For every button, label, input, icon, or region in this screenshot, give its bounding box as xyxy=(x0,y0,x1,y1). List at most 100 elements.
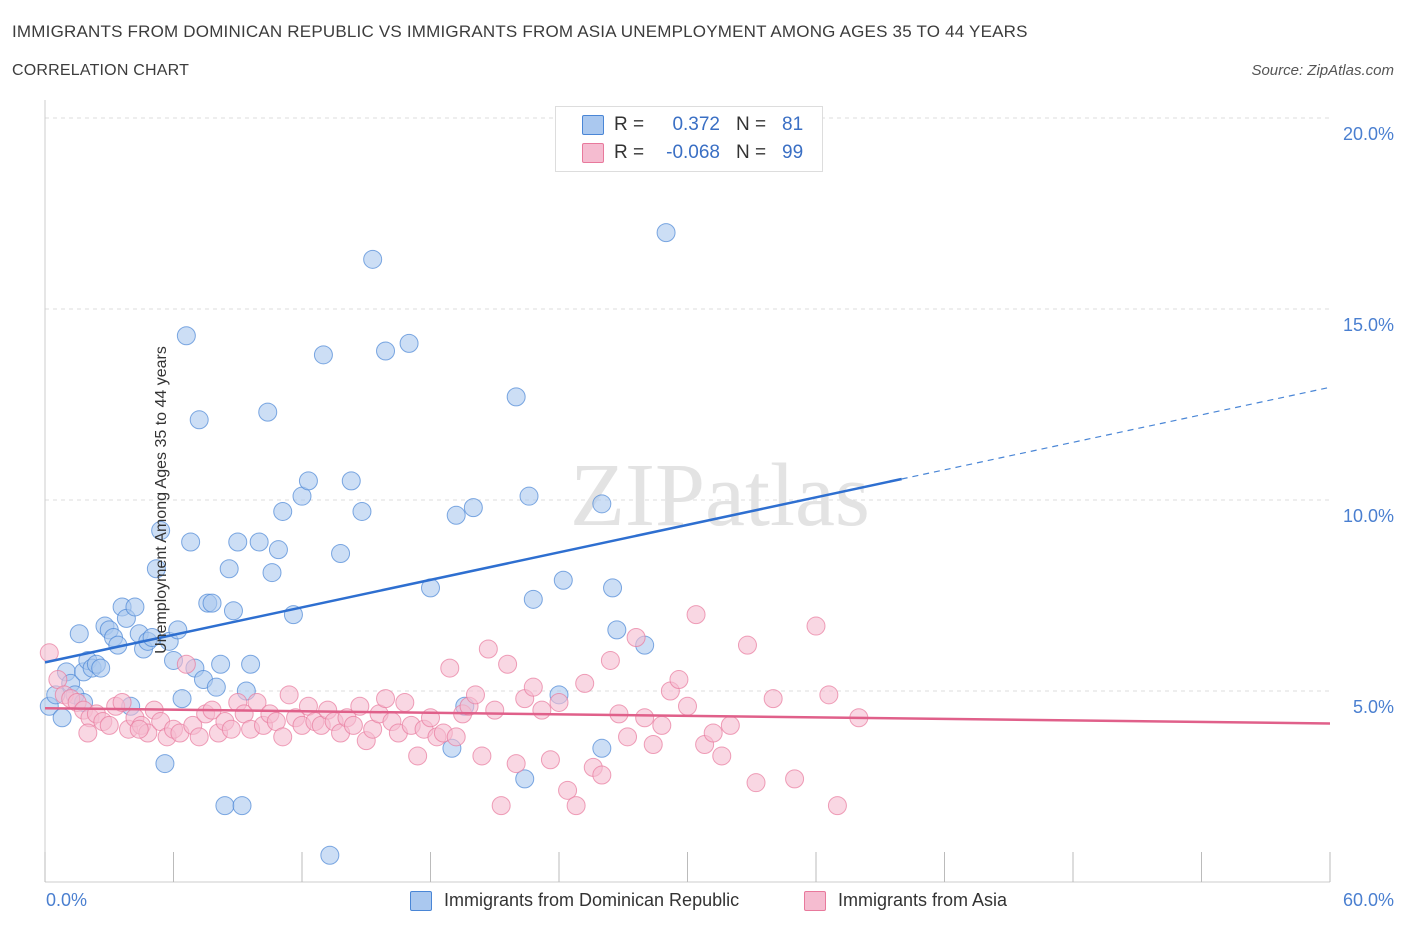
data-point-asia xyxy=(421,708,440,728)
data-point-dominican xyxy=(181,532,201,552)
data-point-dominican xyxy=(146,559,166,579)
legend-row-dominican: R = 0.372 N = 81 xyxy=(582,113,803,137)
data-point-dominican xyxy=(463,498,483,518)
data-point-asia xyxy=(635,708,655,728)
legend-n-label: N = xyxy=(736,114,767,135)
data-point-dominican xyxy=(331,543,351,563)
data-point-asia xyxy=(395,692,415,712)
legend-r-value: -0.068 xyxy=(666,142,720,163)
data-point-dominican xyxy=(553,570,573,590)
bottom-legend-label: Immigrants from Dominican Republic xyxy=(444,890,740,910)
data-point-asia xyxy=(686,605,706,625)
data-point-asia xyxy=(827,796,847,816)
data-point-asia xyxy=(506,754,526,774)
y-tick-label-20: 20.0% xyxy=(1342,124,1394,144)
data-point-dominican xyxy=(172,689,192,709)
data-point-asia xyxy=(600,650,620,670)
data-point-asia xyxy=(485,700,505,720)
data-point-dominican xyxy=(592,738,612,758)
data-point-asia xyxy=(343,715,363,735)
data-point-dominican xyxy=(241,654,261,674)
data-point-asia xyxy=(523,677,543,697)
data-point-dominican xyxy=(298,471,318,491)
bottom-legend-asia: Immigrants from Asia xyxy=(804,890,1007,911)
data-point-asia xyxy=(376,689,396,709)
data-point-dominican xyxy=(125,597,145,617)
data-point-dominican xyxy=(155,754,175,774)
data-point-dominican xyxy=(363,249,383,269)
data-point-asia xyxy=(78,723,98,743)
legend-n-value: 81 xyxy=(782,114,804,135)
data-point-dominican xyxy=(376,341,396,361)
data-point-asia xyxy=(558,780,578,800)
data-point-dominican xyxy=(223,601,243,621)
data-point-dominican xyxy=(151,521,171,541)
chart-title: IMMIGRANTS FROM DOMINICAN REPUBLIC VS IM… xyxy=(12,22,1028,41)
data-point-dominican xyxy=(258,402,278,422)
chart-subtitle: CORRELATION CHART xyxy=(12,62,190,79)
y-axis-label: Unemployment Among Ages 35 to 44 years xyxy=(152,346,170,654)
data-point-asia xyxy=(540,750,560,770)
data-point-dominican xyxy=(219,559,239,579)
data-point-asia xyxy=(99,715,119,735)
data-point-asia xyxy=(189,727,209,747)
legend-r-label: R = xyxy=(614,142,645,163)
legend-n-label: N = xyxy=(736,142,767,163)
data-point-asia xyxy=(737,635,757,655)
data-point-asia xyxy=(408,746,428,766)
legend-swatch-pink xyxy=(582,143,604,163)
data-point-asia xyxy=(273,727,293,747)
data-point-asia xyxy=(549,692,569,712)
y-tick-label-15: 15.0% xyxy=(1342,315,1394,335)
data-point-asia xyxy=(785,769,805,789)
data-point-dominican xyxy=(592,494,612,514)
data-point-dominican xyxy=(69,624,89,644)
data-point-dominican xyxy=(273,501,293,521)
data-point-asia xyxy=(221,719,241,739)
data-point-dominican xyxy=(506,387,526,407)
bottom-legend-swatch-pink xyxy=(804,890,826,911)
data-point-dominican xyxy=(211,654,231,674)
data-point-dominican xyxy=(206,677,226,697)
data-point-dominican xyxy=(352,501,372,521)
data-point-dominican xyxy=(607,620,627,640)
data-point-asia xyxy=(618,727,638,747)
data-point-dominican xyxy=(519,486,539,506)
data-point-dominican xyxy=(176,326,196,346)
data-point-asia xyxy=(643,734,663,754)
data-point-dominican xyxy=(189,410,209,430)
data-point-dominican xyxy=(52,708,72,728)
data-point-dominican xyxy=(515,769,535,789)
data-point-dominican xyxy=(215,796,235,816)
correlation-legend: R = 0.372 N = 81 R = -0.068 N = 99 xyxy=(555,106,823,172)
data-point-asia xyxy=(279,685,299,705)
bottom-legend-dominican: Immigrants from Dominican Republic xyxy=(410,890,739,911)
data-point-dominican xyxy=(228,532,248,552)
data-point-asia xyxy=(446,727,466,747)
data-point-asia xyxy=(712,746,732,766)
bottom-legend-label: Immigrants from Asia xyxy=(838,890,1008,910)
data-point-asia xyxy=(669,670,689,690)
data-point-asia xyxy=(491,796,511,816)
data-point-dominican xyxy=(268,540,288,560)
y-tick-label-10: 10.0% xyxy=(1342,506,1394,526)
source-label: Source: ZipAtlas.com xyxy=(1251,62,1394,79)
data-point-asia xyxy=(472,746,492,766)
legend-r-value: 0.372 xyxy=(672,114,720,135)
data-point-dominican xyxy=(320,845,340,865)
data-point-asia xyxy=(465,685,485,705)
data-point-dominican xyxy=(341,471,361,491)
data-point-asia xyxy=(703,723,723,743)
data-point-dominican xyxy=(91,658,111,678)
data-point-asia xyxy=(112,692,132,712)
trend-line-dominican-extension xyxy=(901,386,1331,480)
data-point-asia xyxy=(575,673,595,693)
data-point-dominican xyxy=(523,589,543,609)
legend-r-label: R = xyxy=(614,114,645,135)
trend-line-dominican xyxy=(44,477,902,664)
x-tick-label-max: 60.0% xyxy=(1342,890,1394,910)
data-point-asia xyxy=(720,715,740,735)
data-point-asia xyxy=(176,654,196,674)
data-point-asia xyxy=(746,773,766,793)
trend-line-asia xyxy=(44,706,1331,725)
